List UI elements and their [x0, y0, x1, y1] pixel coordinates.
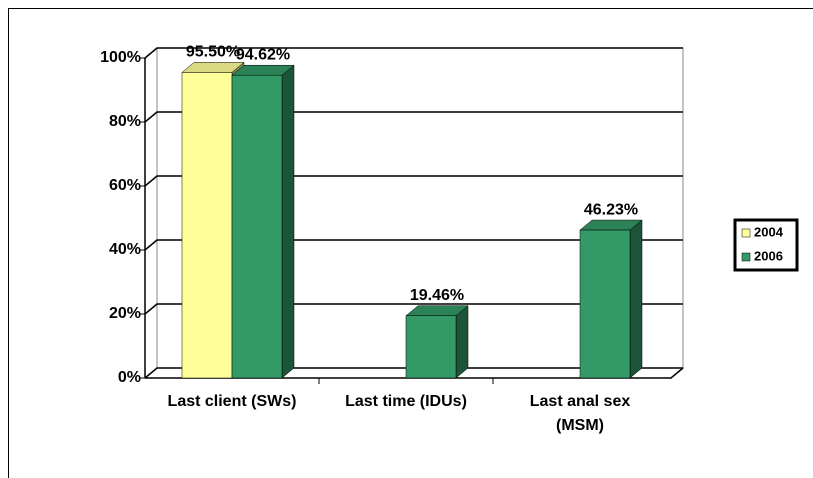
value-label: 46.23% — [584, 201, 638, 218]
bar — [579, 229, 631, 379]
y-tick-label: 100% — [100, 49, 141, 66]
grid-line — [144, 175, 683, 187]
value-label: 19.46% — [410, 287, 464, 304]
legend-swatch — [741, 252, 751, 262]
grid-line — [144, 111, 683, 123]
legend-label: 2006 — [754, 248, 783, 263]
value-label: 94.62% — [236, 46, 290, 63]
y-tick-label: 20% — [109, 305, 141, 322]
x-tick-label: Last client (SWs) — [168, 393, 297, 410]
value-label: 95.50% — [186, 44, 240, 61]
legend-box — [733, 218, 799, 272]
bar-side — [281, 64, 295, 379]
x-tick-label-line: (MSM) — [556, 417, 604, 434]
bar — [181, 72, 233, 379]
x-tick-label-line: Last anal sex — [530, 393, 631, 410]
bar — [405, 315, 457, 379]
y-tick-label: 60% — [109, 177, 141, 194]
legend-swatch — [741, 228, 751, 238]
bar-side — [629, 219, 643, 379]
frame — [8, 8, 813, 478]
grid-line — [144, 303, 683, 315]
x-tick-label: Last anal sex (MSM) — [530, 393, 631, 434]
grid-line — [144, 239, 683, 251]
bar — [231, 74, 283, 379]
grid-line — [144, 367, 683, 379]
bar-side — [455, 305, 469, 379]
y-tick-label: 0% — [118, 369, 141, 386]
grid-line — [144, 47, 683, 59]
x-axis — [145, 367, 684, 379]
y-tick-label: 40% — [109, 241, 141, 258]
legend-label: 2004 — [754, 224, 784, 239]
y-tick-label: 80% — [109, 113, 141, 130]
x-tick-label: Last time (IDUs) — [345, 393, 467, 410]
